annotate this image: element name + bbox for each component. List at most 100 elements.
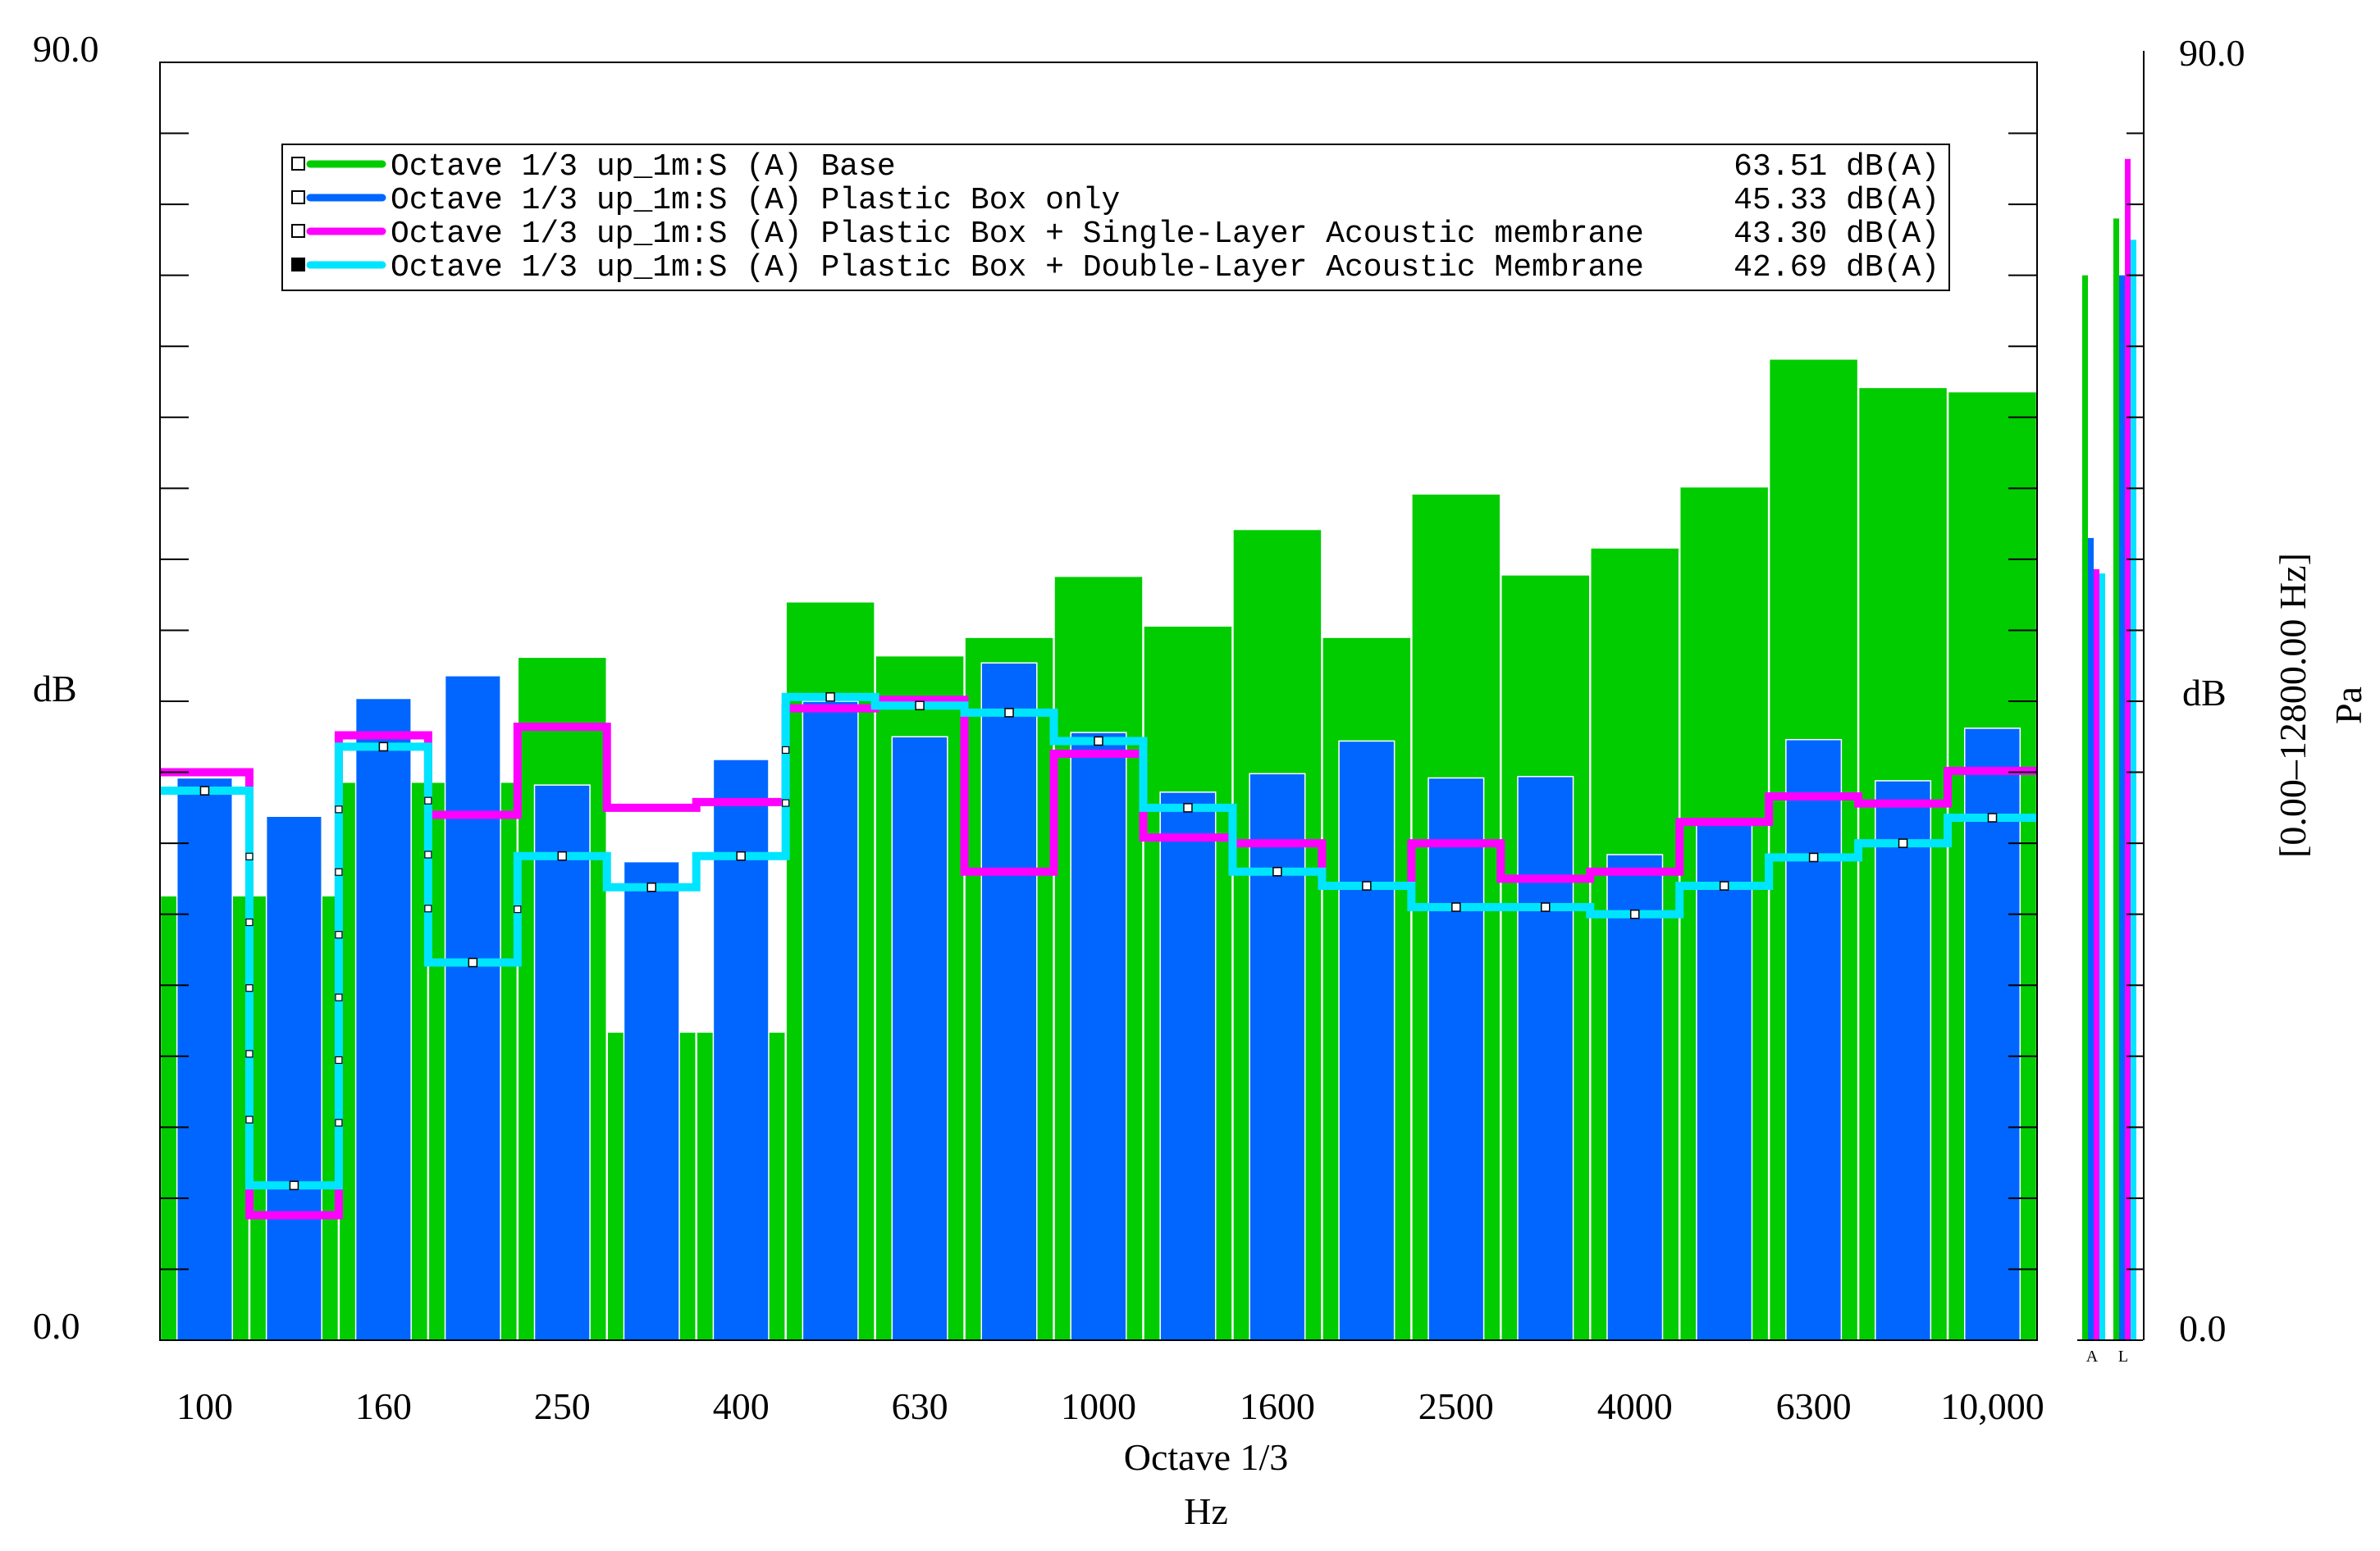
marker-double-layer-vertical: [335, 993, 343, 1001]
overall-bar-L-1: [2119, 275, 2125, 1341]
right-y-top-label: 90.0: [2179, 32, 2245, 74]
x-tick-label: 400: [713, 1385, 770, 1427]
marker-double-layer-vertical: [245, 852, 254, 860]
marker-double-layer-vertical: [245, 1050, 254, 1058]
marker-double-layer-250: [557, 851, 568, 861]
step-line-double-layer: [160, 692, 2037, 1190]
overall-bar-L-3: [2131, 239, 2136, 1340]
marker-double-layer-3150: [1541, 902, 1551, 912]
marker-double-layer-1600: [1272, 866, 1282, 877]
x-tick-label: 1600: [1240, 1385, 1315, 1427]
bar-plastic-box-1600: [1249, 773, 1306, 1341]
bar-plastic-box-2500: [1428, 777, 1485, 1341]
overall-bar-label-A: A: [2086, 1348, 2099, 1366]
legend-checkbox[interactable]: [291, 157, 305, 171]
bar-plastic-box-5000: [1696, 821, 1753, 1341]
legend-entry-label: Octave 1/3 up_1m:S (A) Plastic Box + Dou…: [391, 250, 1644, 285]
bar-plastic-box-3150: [1517, 775, 1574, 1341]
marker-double-layer-4000: [1629, 909, 1640, 919]
marker-double-layer-vertical: [335, 931, 343, 939]
marker-double-layer-630: [915, 700, 925, 710]
legend-entry-total: 63.51 dB(A): [1734, 149, 1939, 185]
x-tick-label: 100: [176, 1385, 233, 1427]
right-range-label: [0.00–12800.00 Hz]: [2272, 553, 2314, 858]
legend-checkbox[interactable]: [291, 258, 305, 271]
legend-entry-total: 43.30 dB(A): [1734, 217, 1939, 252]
legend-entry-label: Octave 1/3 up_1m:S (A) Plastic Box only: [391, 183, 1120, 218]
y-axis-label: dB: [33, 668, 77, 709]
marker-double-layer-8000: [1898, 838, 1908, 848]
marker-double-layer-5000: [1719, 881, 1729, 891]
legend-checkbox[interactable]: [291, 224, 305, 238]
bar-plastic-box-160: [354, 697, 412, 1341]
bar-plastic-box-1000: [1070, 732, 1127, 1341]
bar-plastic-box-630: [891, 736, 948, 1341]
marker-double-layer-2000: [1362, 881, 1372, 891]
x-tick-label: 6300: [1776, 1385, 1852, 1427]
bar-plastic-box-100: [176, 777, 234, 1341]
marker-double-layer-vertical: [424, 796, 432, 805]
marker-double-layer-10000: [1987, 813, 1998, 823]
marker-double-layer-800: [1004, 708, 1014, 718]
x-tick-label: 160: [355, 1385, 412, 1427]
bar-plastic-box-1250: [1159, 791, 1217, 1341]
marker-double-layer-vertical: [335, 805, 343, 814]
bar-plastic-box-400: [712, 759, 770, 1341]
step-line-single-layer: [160, 696, 2037, 1220]
bar-plastic-box-250: [533, 784, 591, 1341]
marker-double-layer-160: [378, 741, 389, 752]
legend-entry-total: 45.33 dB(A): [1734, 183, 1939, 218]
x-tick-label: 630: [892, 1385, 948, 1427]
bar-plastic-box-800: [980, 662, 1038, 1341]
marker-double-layer-1250: [1183, 803, 1193, 813]
marker-double-layer-200: [468, 957, 478, 968]
marker-double-layer-400: [736, 851, 746, 861]
right-y-bottom-label: 0.0: [2179, 1307, 2227, 1349]
legend-entry-label: Octave 1/3 up_1m:S (A) Plastic Box + Sin…: [391, 217, 1644, 252]
legend-box: [281, 144, 1950, 291]
x-tick-label: 1000: [1061, 1385, 1136, 1427]
overall-bar-label-L: L: [2118, 1348, 2128, 1366]
marker-double-layer-vertical: [424, 851, 432, 859]
legend-entry-label: Octave 1/3 up_1m:S (A) Base: [391, 149, 896, 185]
overall-bar-L-2: [2125, 158, 2131, 1340]
right-y-axis-label: dB: [2182, 672, 2227, 714]
marker-double-layer-125: [289, 1180, 299, 1191]
marker-double-layer-100: [199, 786, 210, 796]
x-tick-label: 4000: [1597, 1385, 1673, 1427]
bar-plastic-box-315: [623, 860, 680, 1341]
bar-plastic-box-6300: [1785, 738, 1843, 1341]
marker-double-layer-vertical: [782, 799, 790, 807]
overall-bar-A-3: [2099, 573, 2105, 1340]
marker-double-layer-vertical: [245, 1115, 254, 1124]
x-tick-label: 10,000: [1940, 1385, 2044, 1427]
x-tick-label: 250: [534, 1385, 591, 1427]
bar-plastic-box-200: [444, 675, 501, 1341]
overall-bar-A-2: [2094, 569, 2099, 1340]
right-unit-label: Pa: [2327, 687, 2369, 724]
y-top-label: 90.0: [33, 28, 99, 70]
bar-plastic-box-8000: [1875, 780, 1932, 1341]
overall-bar-A-0: [2082, 275, 2088, 1341]
x-axis-unit: Hz: [1184, 1490, 1228, 1532]
bar-plastic-box-2000: [1338, 740, 1396, 1341]
y-bottom-label: 0.0: [33, 1305, 80, 1347]
marker-double-layer-vertical: [245, 984, 254, 992]
marker-double-layer-500: [825, 692, 835, 702]
x-tick-label: 2500: [1418, 1385, 1494, 1427]
legend-checkbox[interactable]: [291, 190, 305, 204]
overall-bar-A-1: [2088, 537, 2094, 1340]
overall-bar-L-0: [2113, 218, 2119, 1340]
legend-entry-total: 42.69 dB(A): [1734, 250, 1939, 285]
marker-double-layer-6300: [1808, 852, 1819, 863]
marker-double-layer-1000: [1094, 736, 1103, 746]
bar-plastic-box-4000: [1606, 854, 1664, 1341]
marker-double-layer-2500: [1451, 902, 1461, 912]
bar-plastic-box-125: [265, 815, 322, 1341]
x-axis-label: Octave 1/3: [1124, 1436, 1289, 1478]
marker-double-layer-vertical: [245, 918, 254, 927]
marker-double-layer-vertical: [335, 868, 343, 876]
marker-double-layer-vertical: [514, 906, 522, 914]
